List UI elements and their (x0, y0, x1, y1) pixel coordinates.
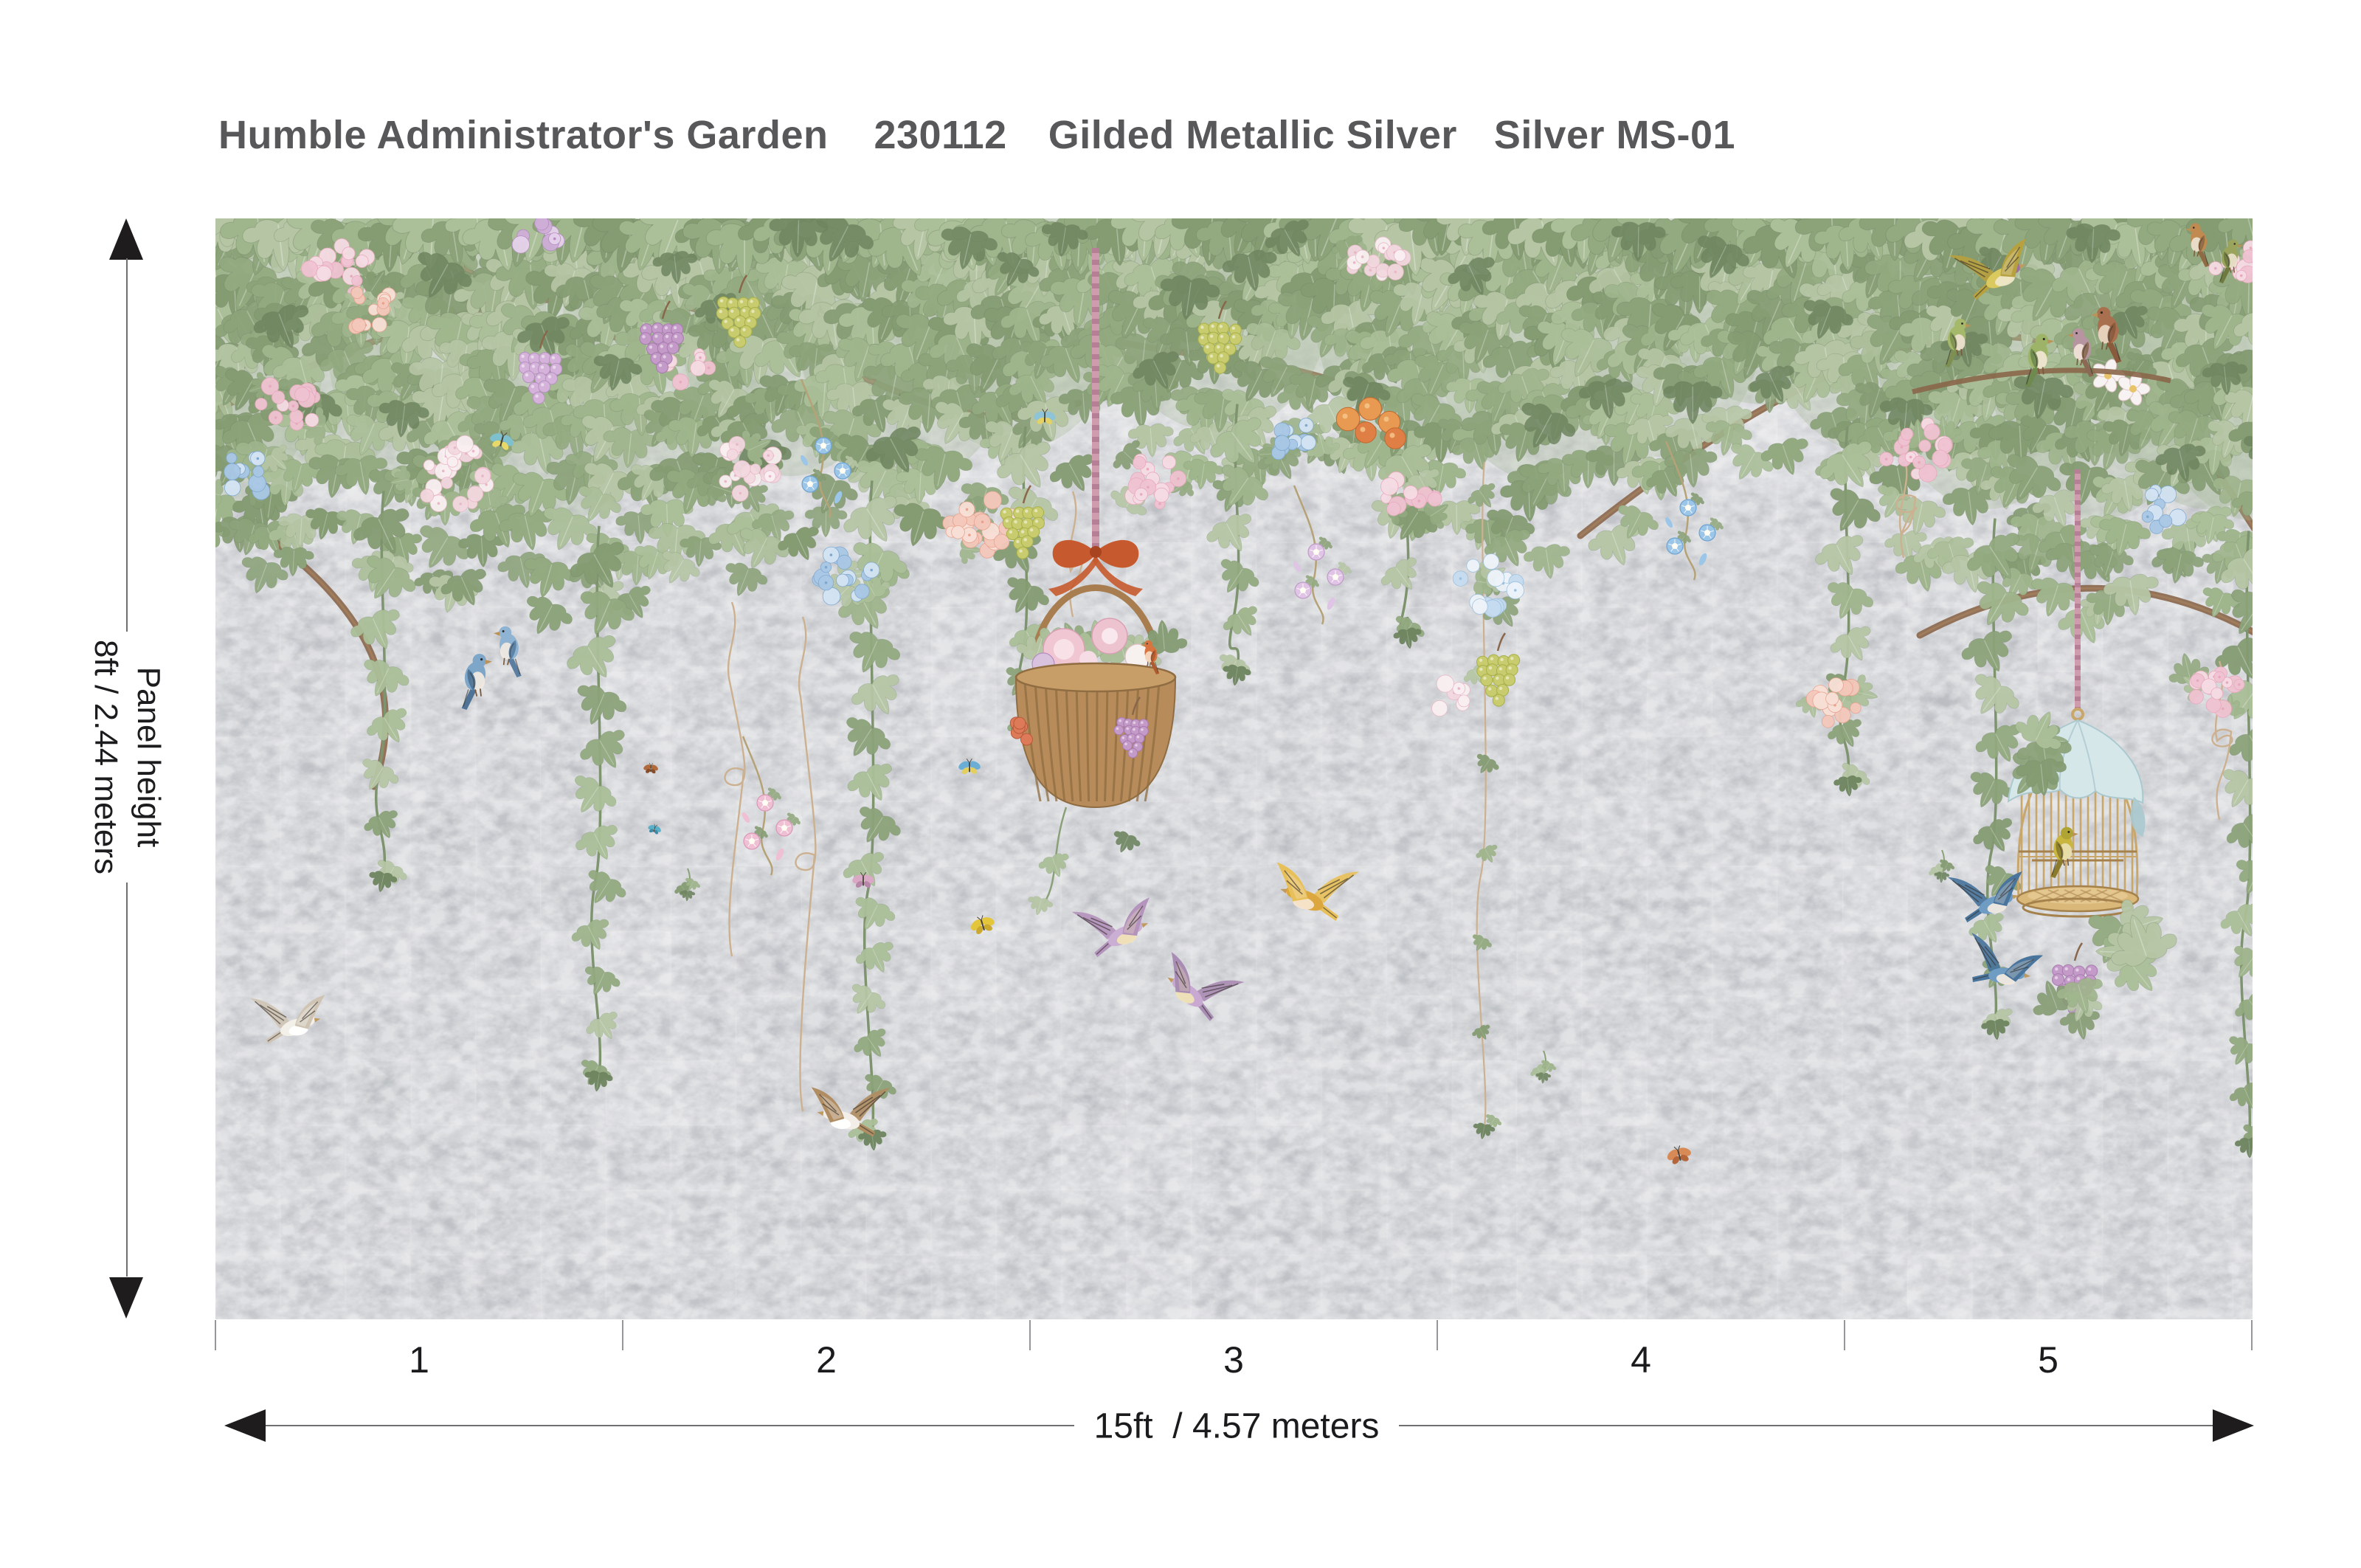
dimension-arrow-down-icon (109, 1277, 143, 1319)
bird (1141, 640, 1160, 674)
bird (1167, 952, 1245, 1021)
panel-boundary-tick (1029, 1320, 1031, 1350)
colorway-name: Silver MS-01 (1493, 113, 1736, 157)
dimension-arrow-up-icon (109, 218, 143, 260)
panel-boundary-tick (1437, 1320, 1438, 1350)
panel-number: 5 (2038, 1339, 2058, 1381)
flower-cluster (1431, 674, 1470, 717)
morning-glory (1665, 441, 1726, 581)
panel-number: 3 (1223, 1339, 1244, 1381)
flower-cluster (1794, 673, 1882, 728)
flower-cluster (703, 421, 782, 520)
butterfly (852, 872, 874, 888)
morning-glory-vines (742, 379, 1726, 876)
bird-branch (1912, 367, 2171, 395)
bird (494, 626, 522, 677)
bird (461, 654, 492, 710)
dimension-arrow-left-icon (224, 1409, 266, 1442)
grape-cluster (1476, 632, 1521, 707)
panel-boundary-tick (1844, 1320, 1845, 1350)
flower-cluster (387, 431, 510, 512)
butterfly (1034, 408, 1056, 425)
foliage-canopy (215, 218, 2253, 654)
flower-cluster (2163, 648, 2246, 718)
flower-cluster (1107, 436, 1197, 520)
flower-cluster (1323, 231, 1411, 284)
flower-cluster (1452, 553, 1531, 638)
leaf-sprigs (672, 849, 1956, 1085)
bird (2185, 223, 2210, 267)
butterfly (1667, 1145, 1691, 1164)
panel-boundary-tick (2251, 1320, 2253, 1350)
birdcage (1996, 469, 2182, 1044)
bird (2091, 307, 2122, 363)
ribbon-bow (1048, 539, 1143, 596)
tendril (1895, 454, 1918, 559)
grape-cluster (518, 330, 563, 404)
grape-cluster (1000, 485, 1045, 559)
bird (250, 995, 325, 1044)
butterflies (490, 408, 1691, 1164)
flower-cluster (2141, 484, 2187, 534)
mural-artwork (215, 218, 2253, 1319)
panel-number: 4 (1631, 1339, 1651, 1381)
panel-boundary-tick (215, 1320, 216, 1350)
tendril (724, 601, 746, 957)
bird (2050, 826, 2078, 878)
tendril (795, 616, 817, 1112)
width-dimension-line-right (1399, 1425, 2213, 1426)
height-dimension-line-lower (126, 883, 128, 1277)
butterfly (643, 762, 658, 774)
total-width-value: 15ft / 4.57 meters (1093, 1406, 1380, 1446)
butterfly (971, 915, 995, 935)
panel-height-annotation: Panel height 8ft / 2.44 meters (84, 640, 170, 874)
flower-cluster (812, 546, 893, 620)
morning-glory (1293, 485, 1354, 625)
grape-cluster (716, 274, 761, 348)
bird (1071, 897, 1150, 958)
width-dimension-line-left (266, 1425, 1074, 1426)
wallpaper-mural-preview (215, 218, 2253, 1319)
design-name: Humble Administrator's Garden (218, 113, 829, 157)
flower-cluster (342, 280, 412, 334)
bird (2025, 334, 2054, 387)
bird (1971, 933, 2044, 985)
grape-cluster (1197, 300, 1242, 374)
flower-cluster (215, 441, 299, 511)
panel-number: 1 (409, 1339, 429, 1381)
morning-glory (800, 379, 861, 519)
flower-cluster (243, 370, 328, 446)
height-dimension-line-upper (126, 258, 128, 632)
product-title: Humble Administrator's Garden 230112 Gil… (218, 112, 1735, 158)
bird (811, 1087, 891, 1137)
birds (250, 223, 2243, 1137)
bird (2219, 239, 2243, 283)
panel-number: 2 (816, 1339, 837, 1381)
flower-cluster (1255, 418, 1342, 472)
butterfly (490, 431, 514, 450)
peach-fruits (1335, 397, 1406, 449)
flower-cluster (1380, 464, 1458, 532)
dimension-arrow-right-icon (2213, 1409, 2254, 1442)
bird (1276, 862, 1360, 921)
bird (1947, 871, 2022, 923)
flower-cluster (511, 218, 565, 254)
finish-name: Gilded Metallic Silver (1048, 113, 1457, 157)
panel-height-value: 8ft / 2.44 meters (88, 640, 124, 874)
butterfly (958, 758, 981, 775)
bird (1945, 319, 1971, 367)
bird (2067, 328, 2094, 377)
butterfly (648, 823, 661, 835)
hanging-basket (1009, 248, 1189, 919)
basket-body (1014, 677, 1177, 809)
panel-height-label: Panel height (131, 666, 167, 848)
flower-cluster (1878, 412, 1963, 483)
basket-handle (1031, 584, 1161, 652)
bird (1949, 238, 2026, 300)
design-number: 230112 (874, 113, 1007, 157)
panel-boundary-tick (622, 1320, 623, 1350)
grape-cluster (639, 300, 684, 374)
morning-glory (742, 736, 803, 876)
grape-cluster (1113, 697, 1149, 759)
